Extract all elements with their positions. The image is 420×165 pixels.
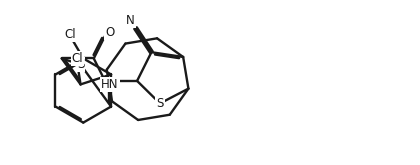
Text: S: S <box>156 97 164 110</box>
Text: N: N <box>126 14 134 27</box>
Text: Cl: Cl <box>65 28 76 41</box>
Text: HN: HN <box>101 78 118 91</box>
Text: Cl: Cl <box>71 52 83 65</box>
Text: O: O <box>105 26 114 39</box>
Text: S: S <box>77 58 84 71</box>
